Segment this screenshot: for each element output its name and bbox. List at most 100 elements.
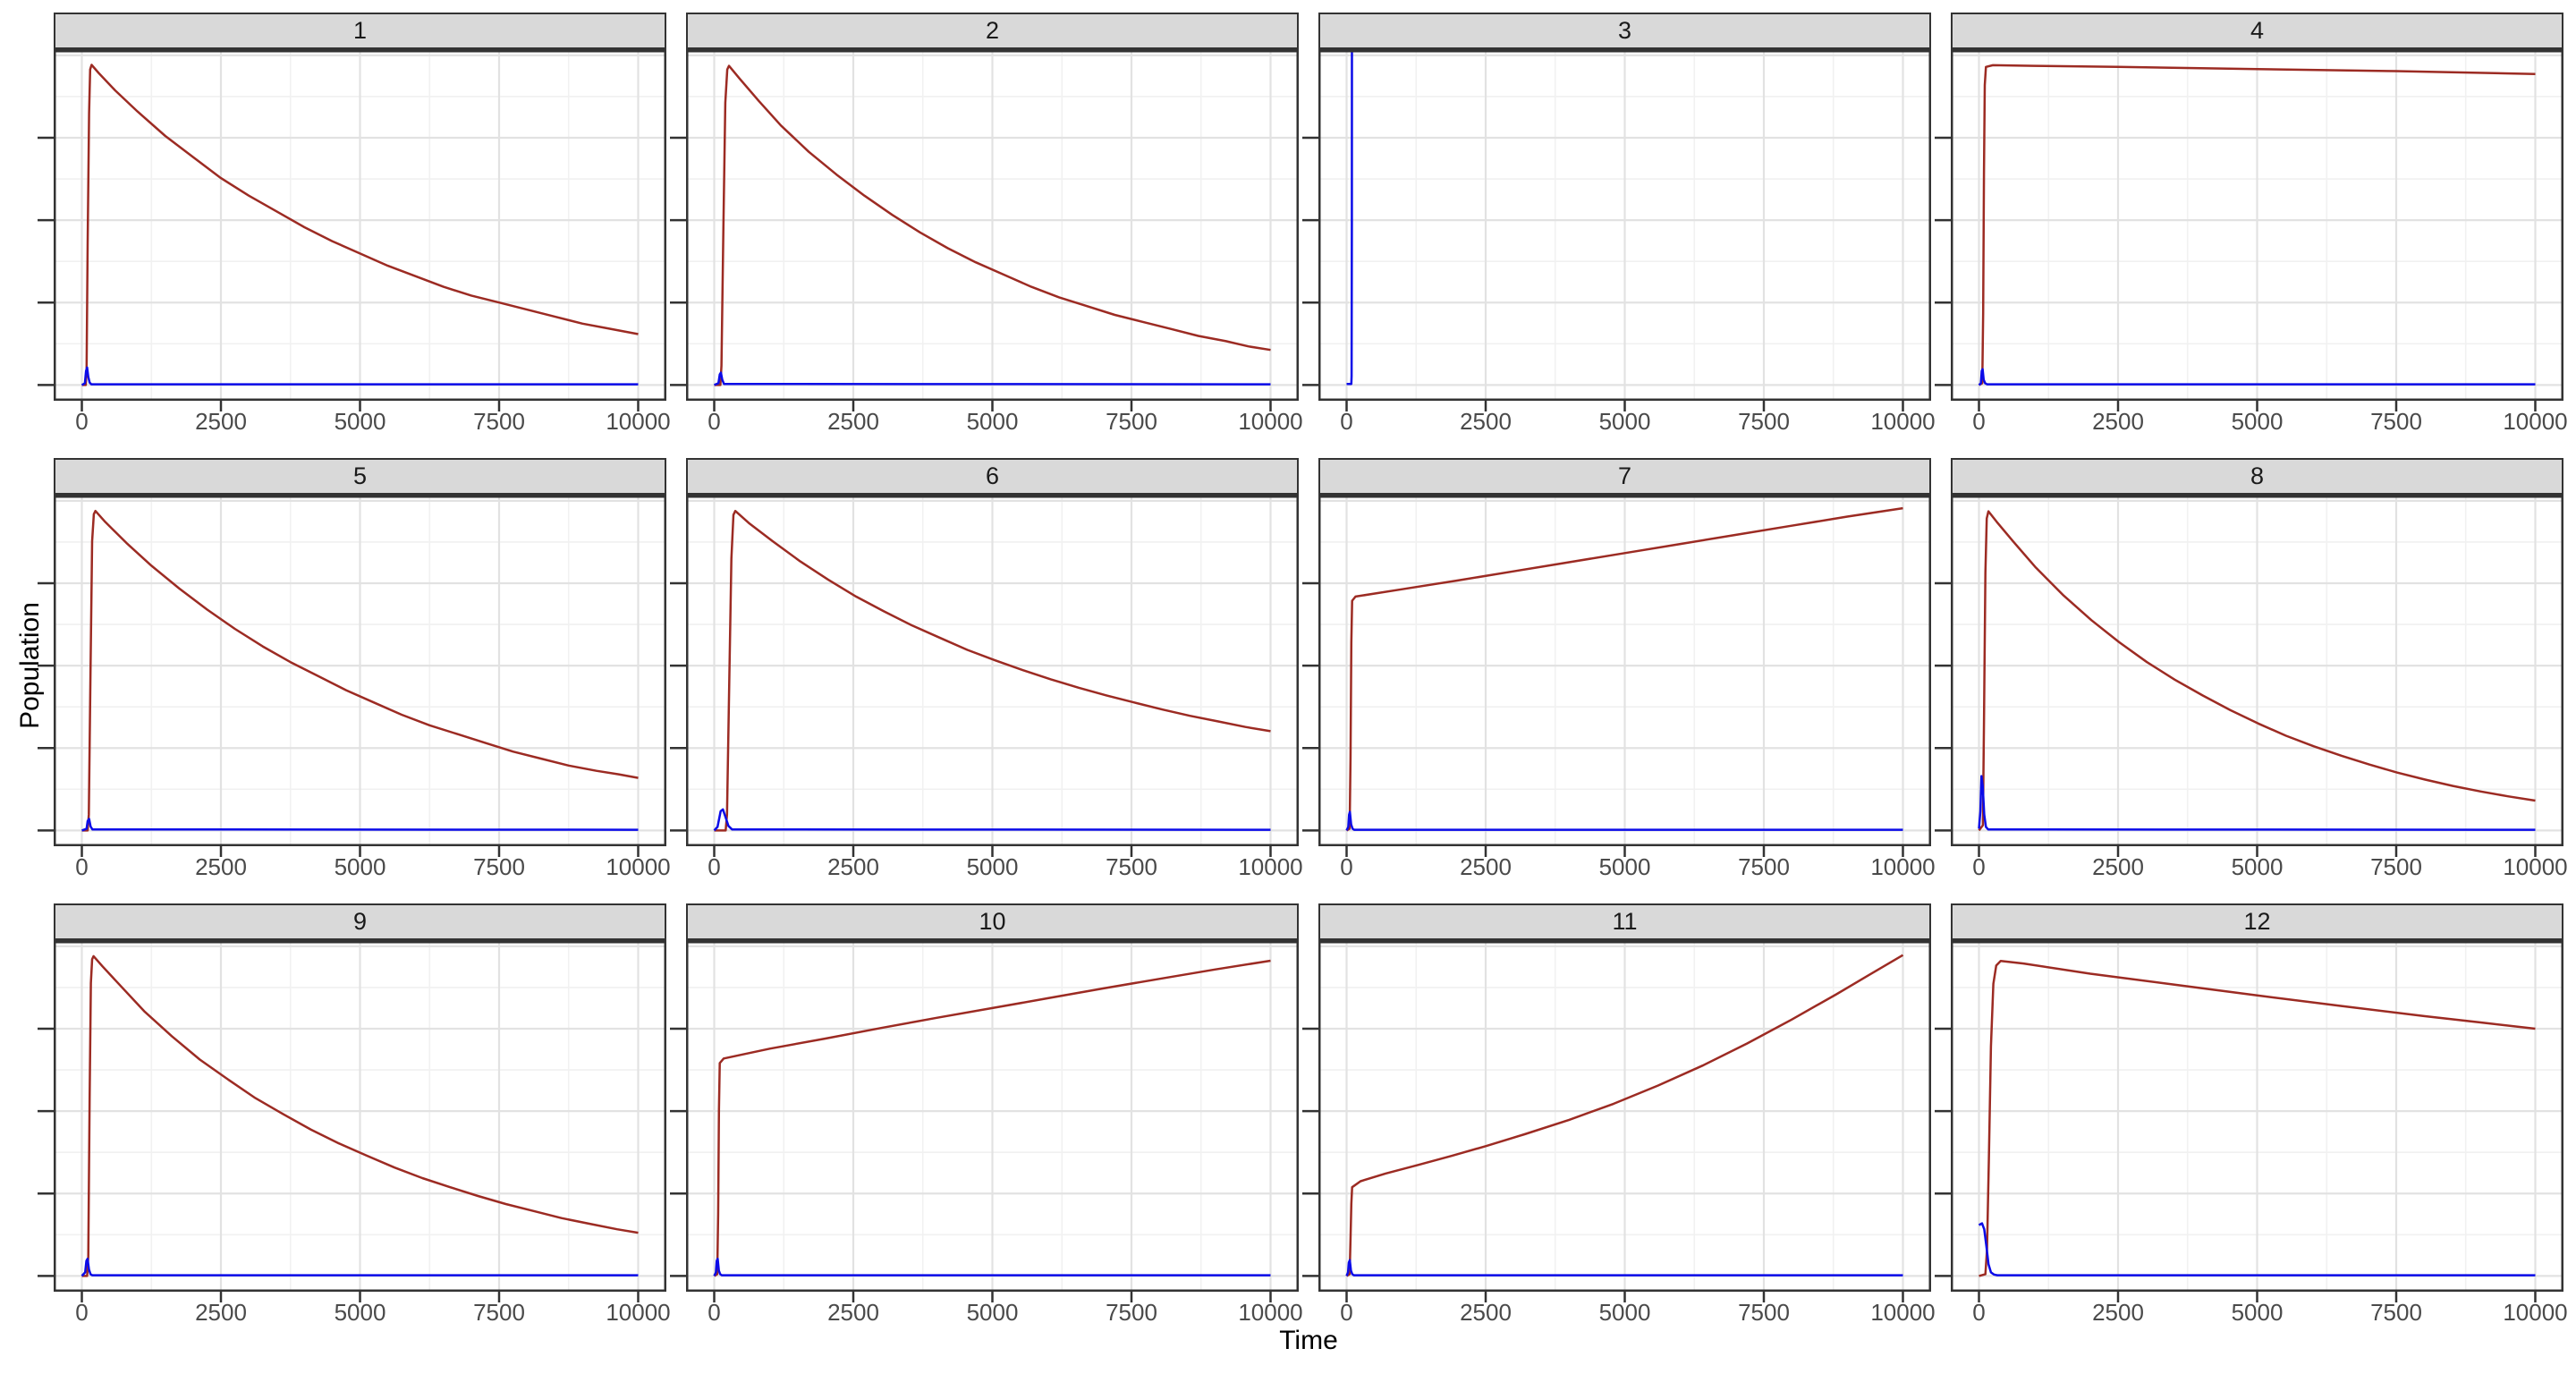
red-series-line bbox=[1345, 954, 1904, 1277]
blue-series-line bbox=[713, 1257, 1271, 1276]
facet-label: 2 bbox=[985, 17, 1000, 44]
x-tick-label: 7500 bbox=[1106, 408, 1157, 435]
x-tick-label: 0 bbox=[1340, 853, 1353, 880]
x-tick-label: 7500 bbox=[2370, 853, 2422, 880]
x-tick-label: 2500 bbox=[2092, 853, 2144, 880]
blue-series-line bbox=[1345, 810, 1903, 831]
x-tick-label: 2500 bbox=[1460, 408, 1512, 435]
facet-label: 6 bbox=[985, 462, 1000, 489]
x-tick-label: 0 bbox=[708, 1299, 721, 1326]
panel-border bbox=[1951, 941, 2563, 1292]
red-series-line bbox=[1978, 64, 2536, 386]
x-tick-label: 10000 bbox=[1238, 1299, 1303, 1326]
facet-panel-11: 11 0 2500 5000 7500 10000 bbox=[1302, 903, 1936, 1326]
x-tick-label: 2500 bbox=[195, 1299, 247, 1326]
facet-label: 7 bbox=[1617, 462, 1632, 489]
x-axis-labels: 0 2500 5000 7500 10000 bbox=[686, 401, 1302, 435]
x-tick-label: 7500 bbox=[1738, 1299, 1790, 1326]
red-series-line bbox=[81, 954, 639, 1277]
x-tick-label: 5000 bbox=[1598, 408, 1651, 435]
facet-plot bbox=[38, 496, 666, 857]
blue-series-line bbox=[1978, 775, 2536, 831]
x-tick-label: 5000 bbox=[966, 853, 1019, 880]
x-axis-labels: 0 2500 5000 7500 10000 bbox=[1951, 401, 2567, 435]
x-tick-label: 5000 bbox=[334, 408, 386, 435]
x-tick-label: 0 bbox=[1340, 1299, 1353, 1326]
x-tick-label: 5000 bbox=[966, 408, 1019, 435]
red-series-line bbox=[714, 509, 1271, 832]
x-tick-label: 2500 bbox=[827, 1299, 879, 1326]
x-tick-label: 5000 bbox=[2231, 853, 2284, 880]
panel-border bbox=[54, 50, 666, 401]
blue-series-line bbox=[1345, 1259, 1903, 1276]
panel-border bbox=[1318, 50, 1931, 401]
blue-series-line bbox=[713, 808, 1271, 832]
x-tick-label: 2500 bbox=[1460, 853, 1512, 880]
facet-panel-9: 9 0 2500 5000 7500 10000 bbox=[38, 903, 671, 1326]
x-tick-label: 2500 bbox=[1460, 1299, 1512, 1326]
facet-strip: 8 bbox=[1951, 458, 2563, 496]
facet-strip: 6 bbox=[686, 458, 1299, 496]
facet-plot bbox=[1935, 496, 2563, 857]
facet-strip: 12 bbox=[1951, 903, 2563, 941]
x-tick-label: 0 bbox=[75, 853, 89, 880]
facet-label: 1 bbox=[352, 17, 368, 44]
red-series-line bbox=[713, 959, 1271, 1277]
facet-panel-4: 4 0 2500 5000 7500 10000 bbox=[1935, 13, 2568, 435]
panel-border bbox=[686, 941, 1299, 1292]
panel-border bbox=[1951, 50, 2563, 401]
facet-strip: 4 bbox=[1951, 13, 2563, 50]
x-tick-label: 7500 bbox=[473, 853, 525, 880]
x-tick-label: 0 bbox=[1340, 408, 1353, 435]
facet-plot bbox=[1302, 496, 1931, 857]
red-series-line bbox=[714, 64, 1271, 386]
x-tick-label: 7500 bbox=[1738, 853, 1790, 880]
x-tick-label: 5000 bbox=[1598, 853, 1651, 880]
facet-plot bbox=[38, 50, 666, 411]
facet-panel-1: 1 0 2500 5000 7500 10000 bbox=[38, 13, 671, 435]
blue-series-line bbox=[80, 1257, 639, 1277]
red-series-line bbox=[81, 509, 639, 832]
facet-strip: 11 bbox=[1318, 903, 1931, 941]
facet-panel-5: 5 0 2500 5000 7500 10000 bbox=[38, 458, 671, 880]
facet-panel-8: 8 0 2500 5000 7500 10000 bbox=[1935, 458, 2568, 880]
facet-label: 3 bbox=[1617, 17, 1632, 44]
x-axis-labels: 0 2500 5000 7500 10000 bbox=[54, 1292, 670, 1326]
panel-border bbox=[1318, 941, 1931, 1292]
facet-panel-2: 2 0 2500 5000 7500 10000 bbox=[670, 13, 1303, 435]
panel-border bbox=[1318, 496, 1931, 846]
x-tick-label: 7500 bbox=[473, 408, 525, 435]
facet-label: 4 bbox=[2250, 17, 2265, 44]
panel-border bbox=[1951, 496, 2563, 846]
facet-label: 9 bbox=[352, 908, 368, 935]
red-series-line bbox=[1979, 960, 2536, 1277]
panel-border bbox=[686, 496, 1299, 846]
x-axis-labels: 0 2500 5000 7500 10000 bbox=[1318, 1292, 1935, 1326]
x-axis-title: Time bbox=[1279, 1326, 1338, 1355]
x-tick-label: 10000 bbox=[606, 1299, 671, 1326]
facet-strip: 10 bbox=[686, 903, 1299, 941]
x-axis-labels: 0 2500 5000 7500 10000 bbox=[1318, 846, 1935, 880]
red-series-line bbox=[1978, 510, 2536, 832]
facet-panel-12: 12 0 2500 5000 7500 10000 bbox=[1935, 903, 2568, 1326]
facet-strip: 7 bbox=[1318, 458, 1931, 496]
x-tick-label: 2500 bbox=[2092, 1299, 2144, 1326]
facet-strip: 9 bbox=[54, 903, 666, 941]
x-tick-label: 2500 bbox=[2092, 408, 2144, 435]
facet-label: 11 bbox=[1612, 908, 1638, 935]
facet-panel-10: 10 0 2500 5000 7500 10000 bbox=[670, 903, 1303, 1326]
facet-plot bbox=[670, 50, 1299, 411]
x-tick-label: 5000 bbox=[334, 853, 386, 880]
x-tick-label: 10000 bbox=[2503, 408, 2568, 435]
x-tick-label: 0 bbox=[708, 853, 721, 880]
facet-label: 12 bbox=[2243, 908, 2271, 935]
blue-series-line bbox=[714, 371, 1271, 386]
facet-strip: 1 bbox=[54, 13, 666, 50]
blue-series-line bbox=[1978, 368, 2536, 386]
x-tick-label: 7500 bbox=[1106, 853, 1157, 880]
x-tick-label: 10000 bbox=[2503, 1299, 2568, 1326]
facet-strip: 2 bbox=[686, 13, 1299, 50]
x-tick-label: 0 bbox=[708, 408, 721, 435]
x-tick-label: 0 bbox=[75, 1299, 89, 1326]
x-tick-label: 7500 bbox=[1106, 1299, 1157, 1326]
